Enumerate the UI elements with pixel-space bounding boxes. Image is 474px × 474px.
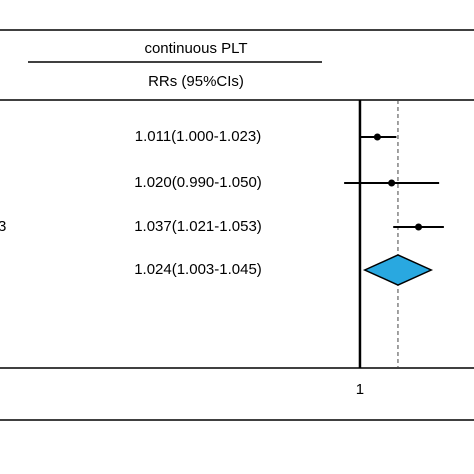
column-subheader: RRs (95%CIs) [148,73,244,90]
estimate-label: 1.011(1.000-1.023) [135,128,261,145]
estimate-label: 1.037(1.021-1.053) [134,218,262,235]
point-estimate [388,179,396,187]
estimate-label: 1.024(1.003-1.045) [134,261,262,278]
estimate-label: 1.020(0.990-1.050) [134,174,262,191]
summary-diamond [362,254,434,286]
point-estimate [373,133,381,141]
column-header: continuous PLT [144,40,247,57]
study-label: 3 [0,218,6,235]
x-tick-label: 1 [356,381,364,398]
point-estimate [415,223,423,231]
